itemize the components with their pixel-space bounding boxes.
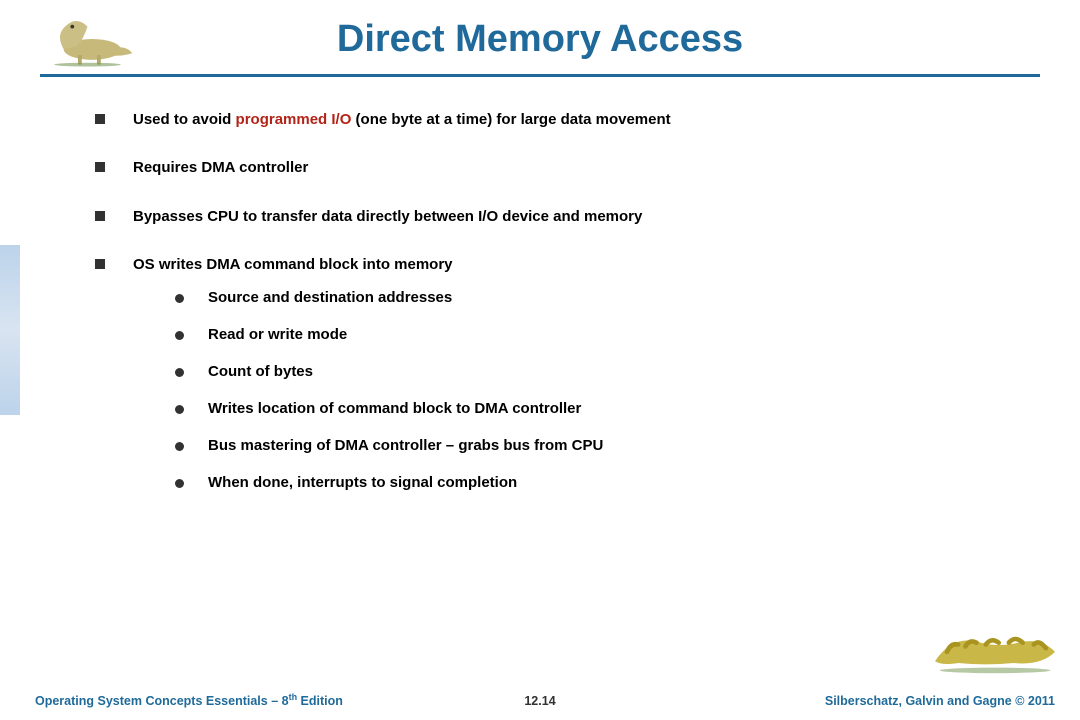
square-bullet-icon [95,211,105,221]
footer-center: 12.14 [524,694,555,708]
circle-bullet-icon [175,442,184,451]
sub-bullet-text: Read or write mode [208,326,347,343]
slide-footer: Operating System Concepts Essentials – 8… [0,684,1080,710]
left-gradient-strip [0,245,20,415]
bullet-text: Requires DMA controller [133,158,1020,178]
sub-bullet-item: Source and destination addresses [175,289,1020,306]
footer-left: Operating System Concepts Essentials – 8… [35,692,343,708]
sub-bullet-item: Writes location of command block to DMA … [175,400,1020,417]
sub-bullet-text: Writes location of command block to DMA … [208,400,581,417]
footer-left-post: Edition [297,694,343,708]
bullet-item: OS writes DMA command block into memory [95,255,1020,275]
dinosaur-icon [930,615,1060,675]
content-area: Used to avoid programmed I/O (one byte a… [95,110,1020,511]
sub-bullet-text: Source and destination addresses [208,289,452,306]
footer-right: Silberschatz, Galvin and Gagne © 2011 [825,694,1055,708]
sub-bullet-item: Bus mastering of DMA controller – grabs … [175,437,1020,454]
footer-left-sup: th [289,692,298,702]
footer-left-pre: Operating System Concepts Essentials – 8 [35,694,289,708]
highlight-text: programmed I/O [236,111,352,128]
circle-bullet-icon [175,294,184,303]
sub-bullet-text: When done, interrupts to signal completi… [208,474,517,491]
circle-bullet-icon [175,479,184,488]
sub-bullet-text: Count of bytes [208,363,313,380]
square-bullet-icon [95,162,105,172]
sub-bullet-list: Source and destination addresses Read or… [175,289,1020,491]
circle-bullet-icon [175,405,184,414]
circle-bullet-icon [175,368,184,377]
circle-bullet-icon [175,331,184,340]
title-underline [40,74,1040,77]
sub-bullet-text: Bus mastering of DMA controller – grabs … [208,437,603,454]
text-segment: Used to avoid [133,111,236,128]
bullet-item: Requires DMA controller [95,158,1020,178]
bullet-item: Used to avoid programmed I/O (one byte a… [95,110,1020,130]
bullet-text: OS writes DMA command block into memory [133,255,1020,275]
bullet-text: Bypasses CPU to transfer data directly b… [133,207,1020,227]
sub-bullet-item: Read or write mode [175,326,1020,343]
slide-title: Direct Memory Access [0,18,1080,61]
bullet-item: Bypasses CPU to transfer data directly b… [95,207,1020,227]
text-segment: (one byte at a time) for large data move… [351,111,670,128]
square-bullet-icon [95,114,105,124]
slide-container: Direct Memory Access Used to avoid progr… [0,0,1080,720]
bullet-text: Used to avoid programmed I/O (one byte a… [133,110,1020,130]
sub-bullet-item: When done, interrupts to signal completi… [175,474,1020,491]
sub-bullet-item: Count of bytes [175,363,1020,380]
square-bullet-icon [95,259,105,269]
